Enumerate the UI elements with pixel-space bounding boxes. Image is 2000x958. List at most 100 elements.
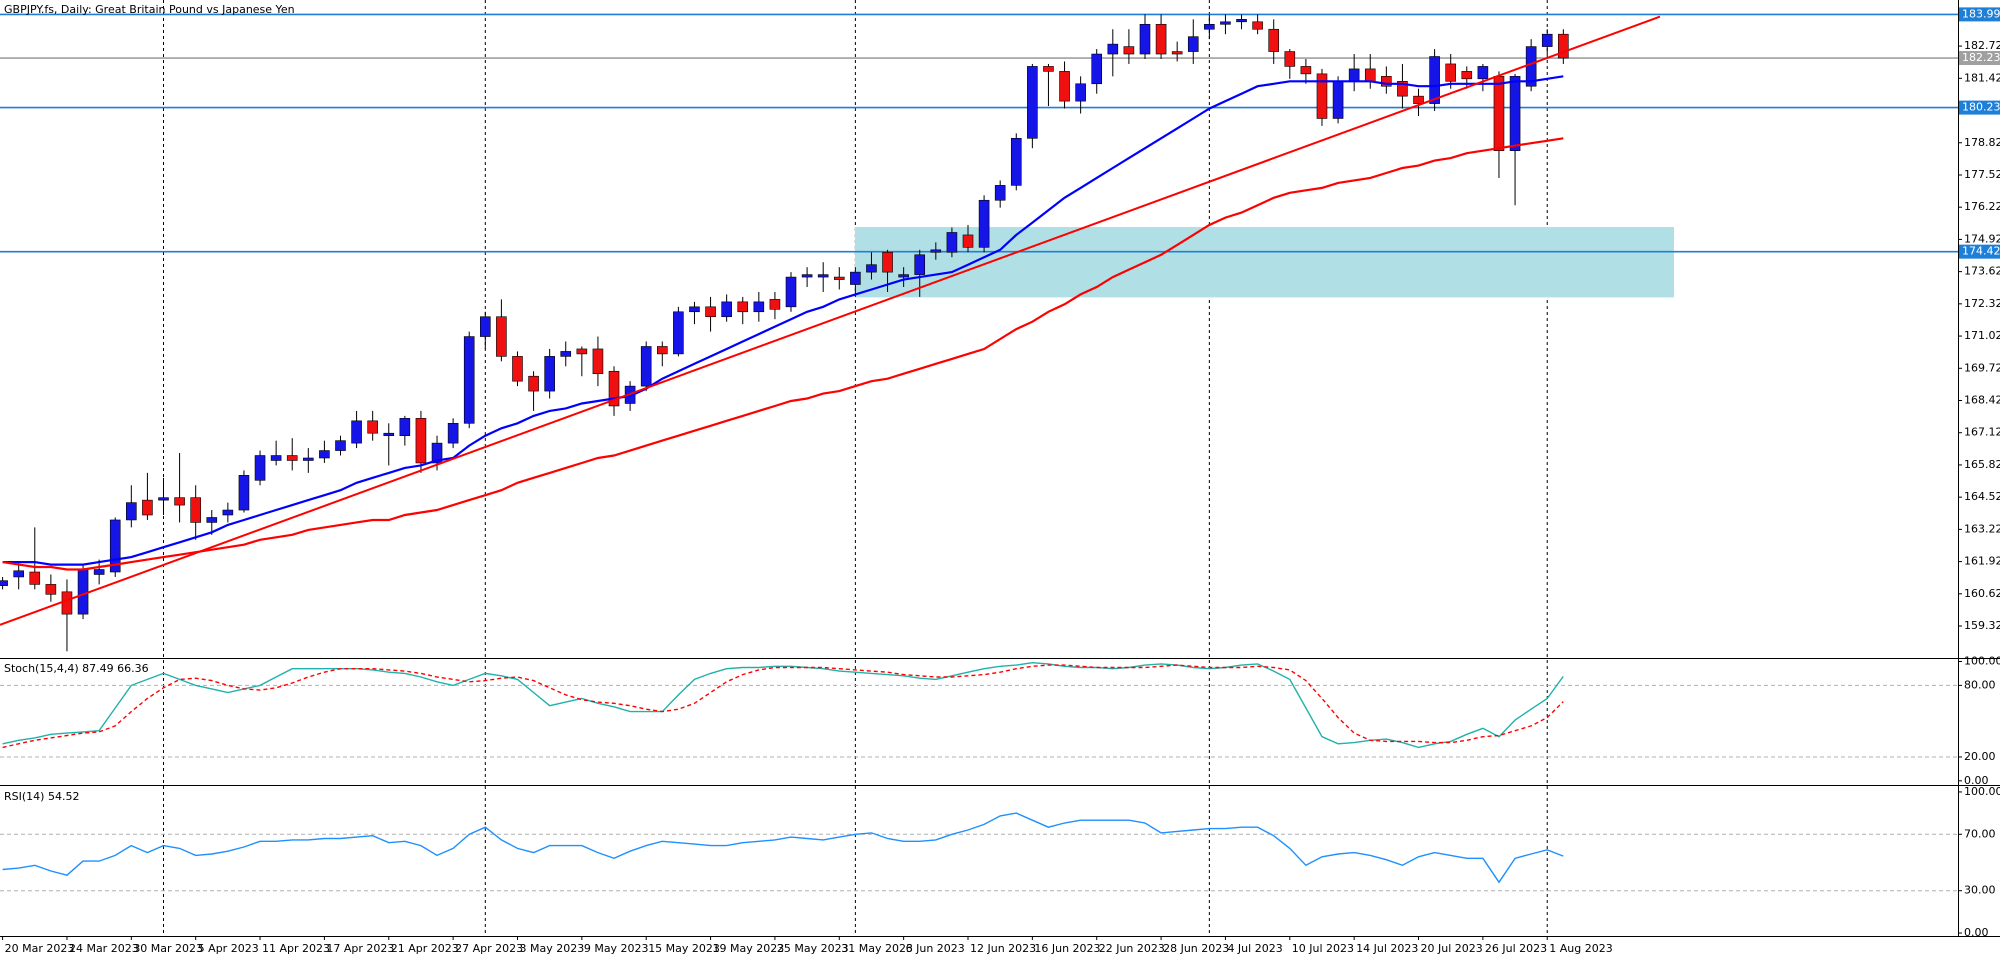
y-tick-label: 164.520 bbox=[1964, 490, 2000, 503]
candle-body bbox=[254, 455, 266, 481]
candle-body bbox=[29, 571, 41, 585]
candle-body bbox=[817, 274, 829, 278]
candle-body bbox=[206, 517, 218, 523]
candle-body bbox=[1187, 36, 1199, 52]
candle-body bbox=[13, 570, 24, 578]
y-tick-label: 168.420 bbox=[1964, 394, 2000, 407]
candle-body bbox=[1010, 137, 1022, 186]
x-tick-label: 10 Jul 2023 bbox=[1292, 942, 1354, 955]
candle-body bbox=[1541, 33, 1553, 47]
candle-body bbox=[222, 509, 234, 516]
x-tick-label: 12 Jun 2023 bbox=[970, 942, 1036, 955]
price-level-tag bbox=[1959, 244, 2000, 259]
y-tick-label: 171.020 bbox=[1964, 329, 2000, 342]
y-tick-label: 80.00 bbox=[1964, 678, 1996, 691]
y-tick-label: 100.00 bbox=[1964, 785, 2000, 798]
y-tick-label: 182.720 bbox=[1964, 39, 2000, 52]
candle-body bbox=[705, 306, 716, 318]
candle-body bbox=[319, 450, 330, 459]
candle-body bbox=[1364, 68, 1376, 82]
candle-body bbox=[737, 301, 749, 313]
x-tick-label: 25 May 2023 bbox=[777, 942, 849, 955]
candle-body bbox=[1171, 51, 1183, 55]
candle-body bbox=[1397, 80, 1408, 97]
candle-body bbox=[61, 591, 73, 615]
y-tick-label: 0.00 bbox=[1964, 926, 1989, 939]
y-tick-label: 177.520 bbox=[1964, 168, 2000, 181]
candle-body bbox=[640, 346, 652, 387]
candle-body bbox=[673, 311, 684, 355]
candle-body bbox=[447, 423, 459, 444]
candle-body bbox=[1509, 76, 1521, 151]
candle-body bbox=[270, 455, 282, 461]
candle-body bbox=[1107, 43, 1119, 55]
x-tick-label: 22 Jun 2023 bbox=[1099, 942, 1165, 955]
candle-body bbox=[656, 346, 668, 355]
y-tick-label: 181.420 bbox=[1964, 71, 2000, 84]
candle-body bbox=[479, 316, 491, 337]
candle-body bbox=[45, 584, 57, 595]
candle-body bbox=[930, 249, 942, 253]
candle-body bbox=[1284, 51, 1296, 67]
price-level-tag bbox=[1959, 7, 2000, 22]
candle-body bbox=[335, 440, 346, 451]
candle-body bbox=[1204, 23, 1215, 30]
candle-body bbox=[1236, 19, 1247, 23]
candle-body bbox=[1139, 23, 1151, 55]
candle-body bbox=[914, 254, 926, 275]
y-tick-label: 178.820 bbox=[1964, 136, 2000, 149]
candle-body bbox=[866, 264, 877, 273]
price-level-tag bbox=[1959, 51, 2000, 66]
candle-body bbox=[978, 199, 990, 248]
y-tick-label: 0.00 bbox=[1964, 774, 1989, 787]
price-level-label: 182.239 bbox=[1962, 51, 2000, 64]
price-level-label: 174.426 bbox=[1962, 245, 2000, 258]
price-level-tag bbox=[1959, 100, 2000, 115]
candle-body bbox=[1381, 76, 1392, 87]
candle-body bbox=[898, 274, 909, 278]
candle-body bbox=[801, 274, 813, 278]
candle-body bbox=[512, 356, 523, 382]
x-tick-label: 4 Jul 2023 bbox=[1227, 942, 1282, 955]
candle-body bbox=[576, 348, 588, 355]
candle-body bbox=[77, 569, 89, 615]
candle-body bbox=[946, 232, 958, 253]
candle-body bbox=[1075, 83, 1086, 102]
x-tick-label: 16 Jun 2023 bbox=[1034, 942, 1100, 955]
y-tick-label: 30.00 bbox=[1964, 884, 1996, 897]
candle-body bbox=[1268, 28, 1280, 52]
x-tick-label: 11 Apr 2023 bbox=[262, 942, 330, 955]
x-tick-label: 28 Jun 2023 bbox=[1163, 942, 1229, 955]
candle-body bbox=[174, 497, 185, 506]
candle-body bbox=[1348, 68, 1360, 82]
candle-body bbox=[850, 271, 861, 285]
x-tick-label: 6 Jun 2023 bbox=[906, 942, 965, 955]
candle-body bbox=[1220, 21, 1231, 25]
candle-body bbox=[463, 336, 475, 424]
x-tick-label: 30 Mar 2023 bbox=[133, 942, 203, 955]
candle-body bbox=[721, 301, 732, 318]
candle-body bbox=[1300, 66, 1312, 75]
indicator-title: Stoch(15,4,4) 87.49 66.36 bbox=[4, 662, 149, 675]
candle-body bbox=[496, 316, 507, 357]
candle-body bbox=[1558, 33, 1569, 59]
candle-body bbox=[109, 519, 121, 573]
candle-body bbox=[1059, 71, 1070, 102]
candle-body bbox=[351, 420, 362, 444]
candle-body bbox=[560, 351, 572, 357]
y-tick-label: 160.620 bbox=[1964, 587, 2000, 600]
candle-body bbox=[1429, 56, 1440, 104]
candle-body bbox=[544, 356, 555, 392]
moving-average bbox=[2, 137, 1564, 571]
y-tick-label: 159.320 bbox=[1964, 619, 2000, 632]
x-tick-label: 31 May 2023 bbox=[841, 942, 913, 955]
y-tick-label: 20.00 bbox=[1964, 750, 1996, 763]
candle-body bbox=[608, 370, 620, 407]
candle-body bbox=[1027, 66, 1038, 139]
candle-body bbox=[1461, 71, 1473, 80]
candle-body bbox=[431, 442, 443, 464]
candle-body bbox=[1316, 73, 1328, 119]
